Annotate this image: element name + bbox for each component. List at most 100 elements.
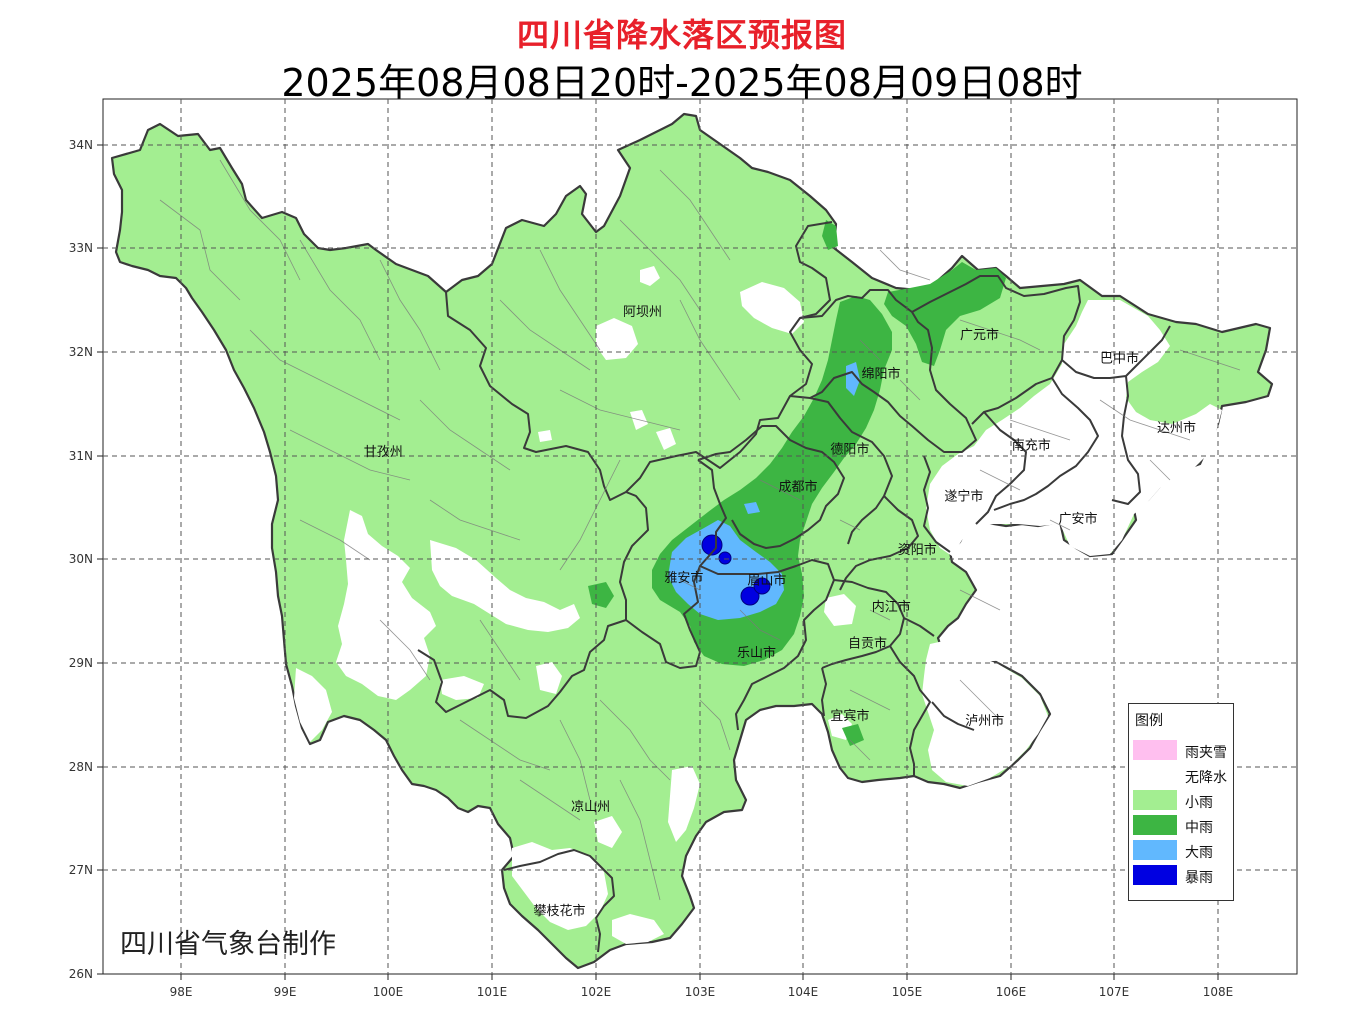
no-rain-patch-north-6 <box>656 428 676 450</box>
boundary-nanchong <box>975 377 1099 525</box>
boundary-aba-ganzi <box>445 221 833 501</box>
no-rain-patch-west-3 <box>294 668 332 742</box>
y-tick-label: 33N <box>69 241 93 255</box>
legend-swatch <box>1133 840 1177 860</box>
no-rain-patch-south-1 <box>668 766 700 842</box>
boundary-suining-ziyang <box>839 455 951 591</box>
y-tick-label: 32N <box>69 345 93 359</box>
legend: 图例 雨夹雪 无降水 小雨 中雨 大雨 暴雨 <box>1128 703 1234 901</box>
region-label: 泸州市 <box>965 713 1004 729</box>
legend-item-sleet: 雨夹雪 <box>1133 740 1231 762</box>
no-rain-patch-south-2 <box>512 842 608 930</box>
rainstorm-cell <box>718 551 732 565</box>
legend-swatch <box>1133 790 1177 810</box>
no-rain-patch-north-5 <box>538 430 552 442</box>
region-label: 甘孜州 <box>364 445 403 460</box>
region-label: 自贡市 <box>848 636 887 652</box>
region-label: 攀枝花市 <box>533 903 585 919</box>
legend-swatch <box>1133 740 1177 760</box>
region-label: 阿坝州 <box>623 305 662 320</box>
region-label: 德阳市 <box>830 442 869 458</box>
no-rain-patch-mid <box>824 594 856 626</box>
legend-title: 图例 <box>1135 713 1163 729</box>
y-tick-label: 27N <box>69 863 93 877</box>
moderate-rain-southwest <box>588 582 614 608</box>
no-rain-patch-north-3 <box>640 266 660 286</box>
boundary-meishan-leshan <box>699 559 835 731</box>
moderate-rain-yibin <box>842 724 864 746</box>
legend-item-rainstorm: 暴雨 <box>1133 865 1231 887</box>
no-rain-patch-west-2 <box>430 540 580 632</box>
legend-swatch <box>1133 815 1177 835</box>
heavy-rain-patch <box>846 362 860 396</box>
boundary-yaan <box>625 459 727 669</box>
no-rain-patch-north-2 <box>740 282 804 334</box>
legend-label: 大雨 <box>1185 845 1213 861</box>
y-tick-label: 31N <box>69 449 93 463</box>
region-label: 凉山州 <box>571 800 610 815</box>
moderate-rain-guangyuan <box>884 262 1006 366</box>
moderate-rain-north <box>822 220 838 250</box>
x-tick-label: 102E <box>581 985 612 999</box>
y-tick-label: 34N <box>69 138 93 152</box>
rainstorm-cell <box>753 577 771 595</box>
region-label: 成都市 <box>778 479 817 495</box>
region-label: 广元市 <box>960 327 999 343</box>
legend-item-light-rain: 小雨 <box>1133 790 1231 812</box>
county-boundaries <box>159 159 1241 901</box>
no-rain-area-southeast <box>922 640 1048 786</box>
region-label: 南充市 <box>1012 438 1051 454</box>
legend-item-moderate-rain: 中雨 <box>1133 815 1231 837</box>
region-label: 内江市 <box>872 599 911 615</box>
no-rain-patch-west-4 <box>440 676 484 700</box>
x-tick-label: 108E <box>1203 985 1234 999</box>
rainstorm-cell <box>740 586 760 606</box>
no-rain-patch-west-1 <box>336 510 436 700</box>
boundary-deyang <box>809 397 893 545</box>
boundary-mianyang <box>789 289 977 453</box>
legend-swatch <box>1133 865 1177 885</box>
no-rain-patch-south-3 <box>594 816 622 848</box>
legend-swatch <box>1133 765 1177 785</box>
region-label: 雅安市 <box>664 570 703 586</box>
x-tick-label: 106E <box>996 985 1027 999</box>
legend-label: 雨夹雪 <box>1185 745 1227 761</box>
legend-label: 无降水 <box>1185 770 1227 786</box>
legend-label: 小雨 <box>1185 795 1213 811</box>
x-tick-label: 99E <box>274 985 297 999</box>
y-tick-label: 28N <box>69 760 93 774</box>
legend-label: 中雨 <box>1185 820 1213 836</box>
x-tick-label: 100E <box>373 985 404 999</box>
legend-label: 暴雨 <box>1185 870 1213 886</box>
x-tick-label: 103E <box>685 985 716 999</box>
region-label: 遂宁市 <box>944 488 983 504</box>
x-tick-label: 101E <box>477 985 508 999</box>
y-tick-label: 29N <box>69 656 93 670</box>
x-tick-label: 107E <box>1099 985 1130 999</box>
forecast-period: 2025年08月08日20时-2025年08月09日08时 <box>281 61 1083 105</box>
heavy-rain-patch-2 <box>744 502 760 514</box>
map-title: 四川省降水落区预报图 <box>516 16 847 54</box>
y-tick-label: 26N <box>69 967 93 981</box>
y-tick-label: 30N <box>69 552 93 566</box>
x-tick-label: 105E <box>892 985 923 999</box>
x-tick-label: 104E <box>788 985 819 999</box>
legend-item-heavy-rain: 大雨 <box>1133 840 1231 862</box>
credit-text: 四川省气象台制作 <box>120 929 336 960</box>
region-label: 绵阳市 <box>861 366 900 382</box>
boundary-bazhong-dazhou <box>1061 325 1171 505</box>
region-label: 巴中市 <box>1100 351 1139 367</box>
boundary-chengdu <box>697 425 845 549</box>
no-rain-patch-west-5 <box>536 662 562 694</box>
region-label: 宜宾市 <box>830 708 869 724</box>
region-label: 资阳市 <box>898 542 937 558</box>
boundary-neijiang-zigong <box>821 579 935 669</box>
no-rain-patch-south-4 <box>612 914 664 944</box>
region-label: 眉山市 <box>747 572 786 588</box>
legend-item-no-rain: 无降水 <box>1133 765 1231 787</box>
no-rain-patch-north-1 <box>596 318 638 360</box>
boundary-guangyuan <box>911 275 1081 425</box>
region-label: 达州市 <box>1157 420 1196 436</box>
x-tick-label: 98E <box>170 985 193 999</box>
